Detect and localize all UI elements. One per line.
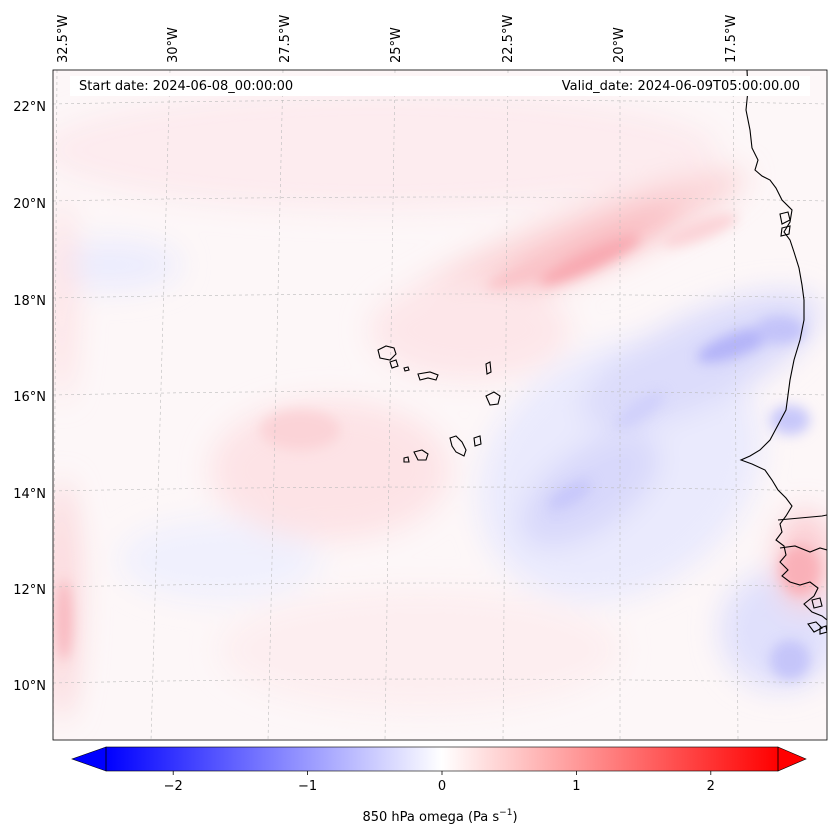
parallel-10n — [53, 678, 827, 684]
lon-label-30w: 30°W — [166, 27, 181, 63]
colorbar-label-exponent: −1 — [499, 808, 512, 818]
coastal-island-2 — [780, 225, 791, 237]
meridian-22-5w — [502, 70, 509, 740]
graticule — [53, 70, 827, 740]
colorbar-label: 850 hPa omega (Pa s−1) — [362, 808, 517, 825]
lon-label-27-5w: 27.5°W — [278, 15, 293, 63]
colorbar-label-close: ) — [512, 810, 517, 825]
colorbar: −2 −1 0 1 2 850 hPa omega (Pa s−1) — [71, 746, 807, 825]
santo-antao-island — [377, 345, 397, 361]
lon-label-32-5w: 32.5°W — [56, 15, 71, 63]
colorbar-extend-high — [777, 746, 807, 772]
meridian-32-5w — [53, 70, 58, 740]
meridian-27-5w — [267, 70, 284, 740]
brava-island — [403, 456, 410, 463]
colorbar-body — [106, 747, 778, 771]
parallel-20n — [53, 196, 827, 202]
omega-field — [53, 70, 827, 740]
lon-label-25w: 25°W — [389, 27, 404, 63]
lat-label-22n: 22°N — [13, 100, 46, 115]
sao-nicolau-island — [417, 371, 439, 381]
boa-vista-island — [485, 391, 501, 406]
colorbar-tick-label: 2 — [707, 779, 715, 794]
colorbar-ticks: −2 −1 0 1 2 — [164, 771, 715, 794]
lon-label-22-5w: 22.5°W — [501, 15, 516, 63]
gambia-detail — [779, 545, 827, 553]
start-date-label: Start date: 2024-06-08_00:00:00 — [79, 79, 293, 94]
sao-vicente-island — [389, 359, 399, 369]
colorbar-tick-label: 1 — [572, 779, 580, 794]
parallel-16n — [53, 390, 827, 396]
africa-coastline — [739, 70, 827, 621]
santiago-island — [449, 435, 467, 457]
lon-label-17-5w: 17.5°W — [724, 15, 739, 63]
lat-label-16n: 16°N — [13, 390, 46, 405]
meridian-25w — [384, 70, 396, 740]
lat-label-10n: 10°N — [13, 679, 46, 694]
parallel-18n — [53, 293, 827, 299]
longitude-labels: 32.5°W 30°W 27.5°W 25°W 22.5°W 20°W 17.5… — [56, 15, 739, 63]
meridian-17-5w — [732, 70, 739, 740]
lat-label-20n: 20°N — [13, 197, 46, 212]
banner-background — [70, 76, 810, 96]
guinea-bissau-islands — [807, 621, 827, 635]
coastal-island-north — [779, 211, 791, 225]
fogo-island — [413, 449, 429, 461]
lat-label-14n: 14°N — [13, 487, 46, 502]
date-banners: Start date: 2024-06-08_00:00:00 Valid_da… — [70, 76, 810, 96]
lat-label-12n: 12°N — [13, 583, 46, 598]
senegal-detail — [777, 514, 827, 521]
colorbar-tick-label: 0 — [438, 779, 446, 794]
colorbar-label-main: 850 hPa omega (Pa s — [362, 810, 499, 825]
sal-island — [485, 361, 492, 375]
parallel-12n — [53, 582, 827, 588]
santa-luzia-island — [403, 366, 410, 372]
maio-island — [473, 435, 482, 447]
map-frame — [52, 69, 828, 741]
lat-label-18n: 18°N — [13, 294, 46, 309]
coastlines — [377, 70, 827, 635]
latitude-labels: 22°N 20°N 18°N 16°N 14°N 12°N 10°N — [13, 100, 46, 694]
field-broad-patterns — [53, 90, 827, 720]
colorbar-tick-label: −2 — [164, 779, 183, 794]
lon-label-20w: 20°W — [612, 27, 627, 63]
colorbar-tick-label: −1 — [298, 779, 317, 794]
parallel-14n — [53, 486, 827, 492]
parallel-22n — [53, 99, 827, 105]
meridian-30w — [150, 70, 171, 740]
bissagos-island — [811, 597, 823, 609]
colorbar-extend-low — [71, 746, 107, 772]
valid-date-label: Valid_date: 2024-06-09T05:00:00.00 — [562, 79, 800, 94]
